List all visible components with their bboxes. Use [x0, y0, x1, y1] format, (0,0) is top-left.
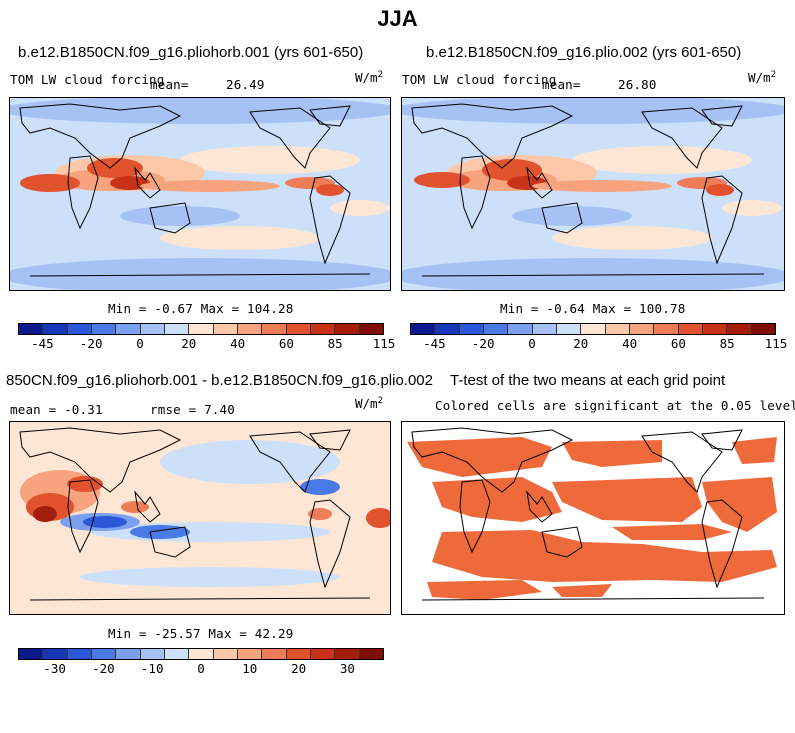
colorbar-cell [310, 324, 336, 334]
colorbar-cell [67, 324, 92, 334]
colorbar-cell [237, 324, 263, 334]
colorbar-cell [556, 324, 582, 334]
colorbar-cell [43, 324, 68, 334]
colorbar-cell [164, 324, 190, 334]
colorbar-tick-label: -10 [140, 661, 164, 676]
colorbar-cell [286, 324, 311, 334]
panel2-colorbar [410, 323, 776, 335]
panel3-colorbar [18, 648, 384, 660]
panel2-stats: Min = -0.64 Max = 100.78 [500, 301, 686, 316]
colorbar-tick-label: 40 [230, 336, 246, 351]
colorbar-tick-label: 60 [278, 336, 294, 351]
colorbar-cell [116, 324, 141, 334]
colorbar-cell [237, 649, 263, 659]
colorbar-tick-label: 115 [764, 336, 788, 351]
colorbar-cell [116, 649, 141, 659]
panel4-map [401, 421, 785, 615]
panel3-units: W/m2 [355, 396, 383, 412]
colorbar-cell [359, 324, 383, 334]
colorbar-tick-label: 60 [670, 336, 686, 351]
colorbar-cell [19, 649, 44, 659]
colorbar-cell [335, 324, 360, 334]
panel3-rmse: rmse = 7.40 [150, 402, 235, 417]
colorbar-cell [359, 649, 383, 659]
panel1-stats: Min = -0.67 Max = 104.28 [108, 301, 294, 316]
figure-title: JJA [377, 6, 418, 31]
colorbar-cell [411, 324, 436, 334]
colorbar-tick-label: -20 [471, 336, 495, 351]
panel2-title: b.e12.B1850CN.f09_g16.plio.002 (yrs 601-… [426, 44, 742, 61]
colorbar-tick-label: 85 [719, 336, 735, 351]
panel1-map [9, 97, 391, 291]
panel4-subtitle: Colored cells are significant at the 0.0… [435, 398, 795, 413]
colorbar-tick-label: -20 [92, 661, 115, 676]
colorbar-tick-label: 40 [622, 336, 638, 351]
colorbar-cell [335, 649, 360, 659]
colorbar-cell [19, 324, 44, 334]
colorbar-cell [483, 324, 509, 334]
panel1-colorbar [18, 323, 384, 335]
colorbar-tick-label: 0 [136, 336, 144, 351]
colorbar-tick-label: 0 [197, 661, 205, 676]
colorbar-cell [727, 324, 752, 334]
colorbar-cell [702, 324, 728, 334]
colorbar-cell [435, 324, 460, 334]
panel3-stats: Min = -25.57 Max = 42.29 [108, 626, 294, 641]
colorbar-tick-label: 85 [327, 336, 343, 351]
colorbar-cell [459, 324, 484, 334]
colorbar-cell [189, 649, 214, 659]
colorbar-cell [532, 324, 557, 334]
colorbar-cell [262, 324, 287, 334]
colorbar-tick-label: 20 [573, 336, 589, 351]
colorbar-tick-label: 30 [339, 661, 355, 676]
panel1-mean-value: 26.49 [226, 77, 265, 92]
colorbar-cell [43, 649, 68, 659]
colorbar-tick-label: -30 [43, 661, 66, 676]
colorbar-cell [508, 324, 533, 334]
colorbar-cell [310, 649, 336, 659]
colorbar-cell [213, 324, 238, 334]
colorbar-tick-label: 115 [372, 336, 396, 351]
colorbar-tick-label: 10 [242, 661, 258, 676]
panel1-mean-label: mean= [150, 77, 189, 92]
colorbar-tick-label: 20 [181, 336, 197, 351]
colorbar-cell [213, 649, 238, 659]
colorbar-cell [140, 649, 165, 659]
colorbar-cell [91, 649, 117, 659]
panel3-title: 850CN.f09_g16.pliohorb.001 - b.e12.B1850… [6, 372, 433, 389]
panel2-mean-value: 26.80 [618, 77, 657, 92]
panel2-left-label: TOM LW cloud forcing [402, 72, 557, 87]
panel4-title: T-test of the two means at each grid poi… [450, 372, 726, 389]
colorbar-tick-label: -20 [79, 336, 103, 351]
colorbar-cell [262, 649, 287, 659]
panel3-mean: mean = -0.31 [10, 402, 103, 417]
colorbar-tick-label: 0 [528, 336, 536, 351]
panel1-left-label: TOM LW cloud forcing [10, 72, 165, 87]
colorbar-tick-label: -45 [31, 336, 54, 351]
panel1-units: W/m2 [355, 70, 383, 86]
panel2-mean-label: mean= [542, 77, 581, 92]
colorbar-cell [629, 324, 655, 334]
colorbar-cell [140, 324, 165, 334]
panel3-map [9, 421, 391, 615]
panel1-title: b.e12.B1850CN.f09_g16.pliohorb.001 (yrs … [18, 44, 364, 61]
colorbar-cell [751, 324, 775, 334]
colorbar-cell [581, 324, 606, 334]
panel2-units: W/m2 [748, 70, 776, 86]
colorbar-tick-label: 20 [291, 661, 307, 676]
colorbar-cell [654, 324, 679, 334]
colorbar-cell [164, 649, 190, 659]
panel2-map [401, 97, 785, 291]
colorbar-cell [189, 324, 214, 334]
colorbar-cell [605, 324, 630, 334]
colorbar-cell [67, 649, 92, 659]
colorbar-cell [91, 324, 117, 334]
colorbar-cell [286, 649, 311, 659]
colorbar-tick-label: -45 [423, 336, 446, 351]
colorbar-cell [678, 324, 703, 334]
